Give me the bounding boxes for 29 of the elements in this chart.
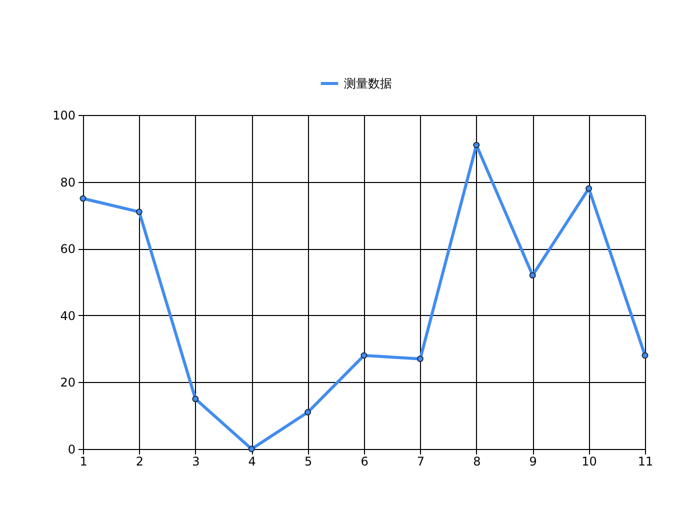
x-tick-label: 1 [80,454,88,468]
legend-label: 测量数据 [344,76,392,90]
point [192,396,199,402]
x-tick-label: 5 [304,454,312,468]
y-tick-label: 60 [60,242,76,256]
point [136,208,142,216]
x-tick-label: 2 [136,454,144,468]
x-tick-label: 11 [638,454,654,468]
x-tick-label: 8 [473,454,481,468]
point [473,142,480,148]
point [642,352,648,359]
point [529,272,536,279]
x-tick-label: 3 [192,454,200,468]
point [586,185,592,192]
y-tick-label: 0 [68,442,76,456]
x-tick-label: 7 [416,454,425,468]
y-tick-label: 40 [60,308,76,323]
x-tick-label: 4 [248,454,256,468]
point [360,352,368,359]
y-tick-label: 100 [52,108,76,122]
point [80,195,86,202]
y-tick-label: 20 [60,376,76,390]
point [304,409,312,416]
point [248,446,255,452]
y-tick-label: 80 [60,175,76,190]
x-tick-label: 6 [360,454,368,468]
x-tick-label: 9 [529,454,537,468]
point [416,356,424,362]
x-tick-label: 10 [582,454,597,468]
